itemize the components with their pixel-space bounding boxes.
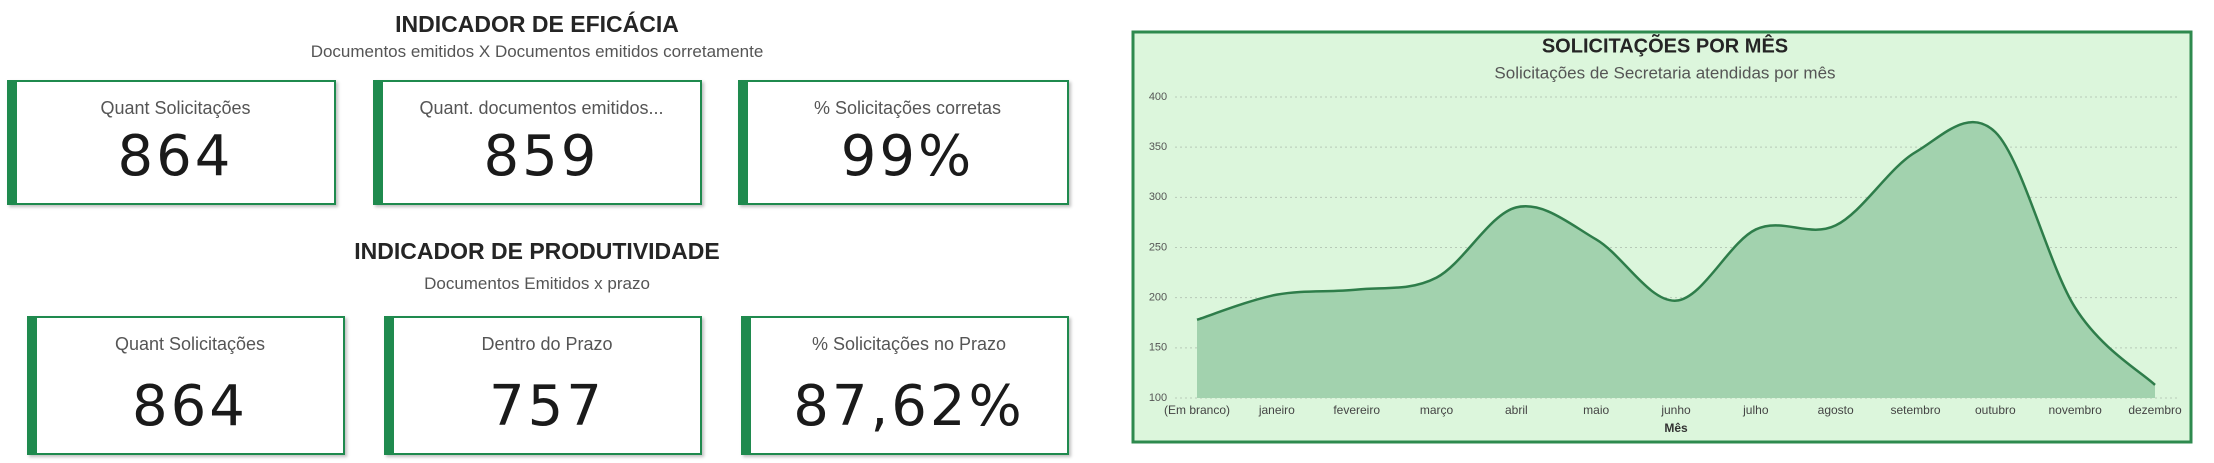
kpi-label: Dentro do Prazo <box>481 334 613 354</box>
area <box>1197 122 2155 399</box>
x-tick-label: junho <box>1660 403 1691 417</box>
kpi-card: Dentro do Prazo 757 <box>384 316 702 455</box>
y-tick-label: 200 <box>1149 292 1167 304</box>
kpi-value: 87,62% <box>793 374 1025 439</box>
x-tick-label: dezembro <box>2128 403 2182 417</box>
chart-title: SOLICITAÇÕES POR MÊS <box>1542 33 1788 57</box>
kpi-value: 757 <box>489 374 605 439</box>
kpi-card: Quant Solicitações 864 <box>27 316 345 455</box>
x-tick-label: julho <box>1742 403 1769 417</box>
y-tick-label: 100 <box>1149 392 1167 404</box>
section-title: INDICADOR DE PRODUTIVIDADE <box>354 238 720 264</box>
kpi-card: % Solicitações corretas 99% <box>738 80 1069 205</box>
section-title: INDICADOR DE EFICÁCIA <box>395 11 679 37</box>
x-tick-label: outubro <box>1975 403 2016 417</box>
x-tick-label: setembro <box>1890 403 1940 417</box>
kpi-card: % Solicitações no Prazo 87,62% <box>741 316 1069 455</box>
y-tick-label: 250 <box>1149 241 1167 253</box>
line <box>1196 120 2156 386</box>
section-subtitle: Documentos Emitidos x prazo <box>424 274 650 293</box>
y-tick-label: 350 <box>1149 141 1167 153</box>
y-tick-label: 300 <box>1149 191 1167 203</box>
x-tick-label: agosto <box>1818 403 1854 417</box>
kpi-label: Quant Solicitações <box>114 334 266 354</box>
kpi-label: % Solicitações no Prazo <box>811 334 1007 354</box>
y-tick-label: 400 <box>1149 91 1167 103</box>
chart-panel <box>1131 30 2193 444</box>
x-tick-label: novembro <box>2048 403 2102 417</box>
x-tick-label: (Em branco) <box>1164 403 1230 417</box>
kpi-card: Quant. documentos emitidos... 859 <box>373 80 702 205</box>
chart-subtitle: Solicitações de Secretaria atendidas por… <box>1494 63 1835 82</box>
x-tick-label: janeiro <box>1258 403 1295 417</box>
kpi-label: Quant Solicitações <box>100 98 251 118</box>
kpi-label: % Solicitações corretas <box>813 98 1002 118</box>
kpi-value: 864 <box>117 124 234 189</box>
x-tick-label: maio <box>1583 403 1609 417</box>
section-subtitle: Documentos emitidos X Documentos emitido… <box>310 42 764 61</box>
kpi-value: 859 <box>483 124 600 189</box>
x-tick-label: março <box>1420 403 1454 417</box>
kpi-card: Quant Solicitações 864 <box>7 80 336 205</box>
y-tick-label: 150 <box>1149 342 1167 354</box>
x-tick-label: fevereiro <box>1333 403 1380 417</box>
x-axis-label: Mês <box>1664 421 1688 435</box>
x-tick-label: abril <box>1505 403 1528 417</box>
kpi-label: Quant. documentos emitidos... <box>419 98 664 118</box>
kpi-value: 864 <box>132 374 248 439</box>
kpi-value: 99% <box>840 124 975 189</box>
